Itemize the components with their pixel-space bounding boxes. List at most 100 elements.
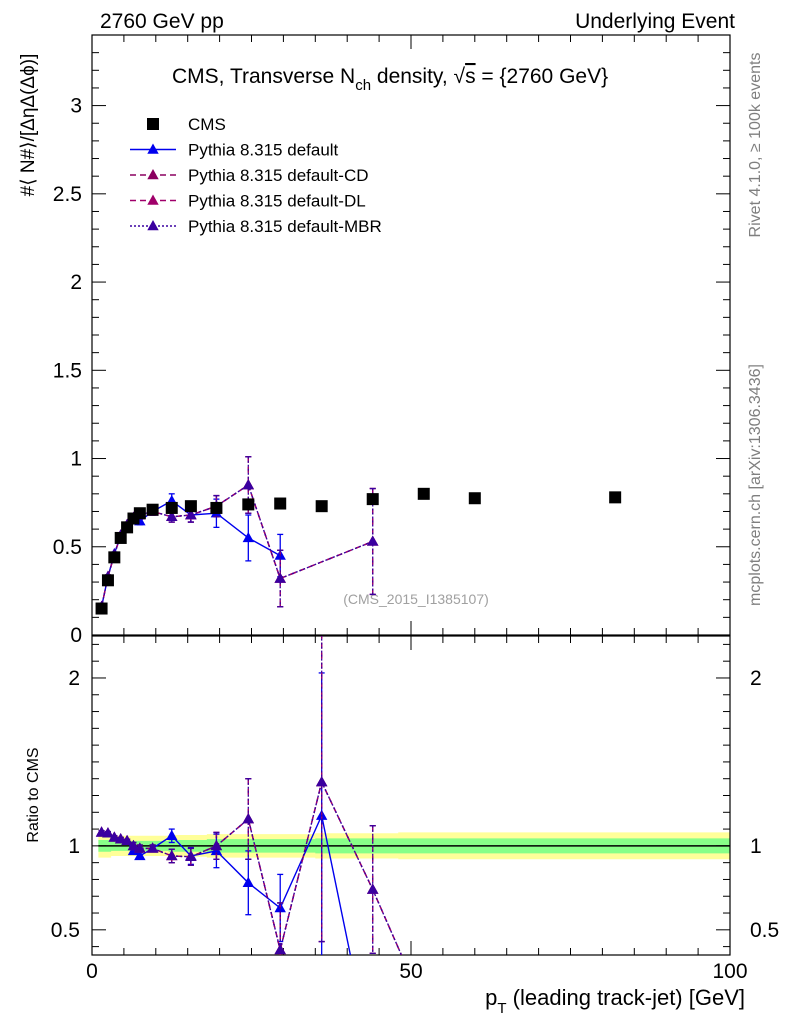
main-line-cd [100, 483, 373, 607]
legend-marker-default [147, 143, 159, 154]
legend-entry-cd: Pythia 8.315 default-CD [130, 166, 369, 185]
main-line-mbr [100, 483, 373, 607]
main-cms-point [114, 531, 127, 544]
main-cms-point [184, 500, 197, 513]
main-point-mbr [185, 509, 197, 520]
data-series [95, 456, 622, 955]
analysis-watermark: (CMS_2015_I1385107) [343, 591, 489, 607]
ratio-point-mbr [242, 813, 255, 824]
main-cms-point [95, 602, 108, 615]
chart-title-sub: ch [355, 77, 371, 94]
ratio-point-mbr [146, 842, 159, 853]
ratio-y-tick-label-right: 2 [750, 667, 762, 690]
legend-label-cd: Pythia 8.315 default-CD [188, 166, 369, 185]
main-y-axis-label: #⟨ N#⟩/[ΔηΔ(Δϕ)] [18, 54, 39, 197]
main-cms-point [242, 498, 255, 511]
main-cms-point [274, 497, 287, 510]
ratio-line-dl [101, 779, 403, 955]
main-y-tick-label: 2 [70, 271, 82, 294]
legend: CMS Pythia 8.315 default Pythia 8.315 defa… [130, 115, 382, 236]
legend-entry-dl: Pythia 8.315 default-DL [130, 192, 366, 211]
main-cms-point [417, 487, 430, 500]
main-y-tick-label: 2.5 [53, 183, 82, 206]
ratio-line-mbr [101, 779, 403, 955]
legend-entry-default: Pythia 8.315 default [130, 141, 339, 160]
x-axis-label-rest: (leading track-jet) [GeV] [507, 985, 745, 1010]
ratio-point-mbr [315, 776, 328, 787]
legend-entry-mbr: Pythia 8.315 default-MBR [130, 217, 382, 236]
main-cms-point [165, 501, 178, 514]
legend-marker-cd [147, 169, 159, 180]
main-y-tick-label: 3 [70, 95, 82, 118]
legend-marker-cms [147, 118, 159, 130]
ratio-point-mbr [121, 834, 133, 846]
ratio-point-mbr [210, 839, 223, 851]
ratio-point-mbr [274, 943, 286, 955]
rivet-label: Rivet 4.1.0, ≥ 100k events [747, 53, 764, 238]
ratio-point-mbr [367, 883, 379, 894]
main-y-tick-label: 1.5 [53, 359, 82, 382]
legend-marker-mbr [147, 220, 159, 231]
main-cms-point [133, 507, 146, 520]
main-cms-point [609, 491, 622, 504]
axis-ticks: 0 50 100 0 0.5 1 1.5 2 2.5 3 0.5 0.5 1 1 2 2 [51, 34, 779, 983]
main-series-cd [95, 456, 379, 611]
ratio-point-mbr [115, 833, 127, 844]
main-cms-point [210, 501, 223, 514]
main-point-mbr [166, 510, 178, 521]
main-series-mbr [95, 456, 379, 611]
ratio-y-tick-label-right: 0.5 [750, 919, 779, 942]
x-tick-label: 0 [86, 960, 98, 983]
ratio-point-default [242, 876, 255, 888]
chart-title-sqrt: √ [454, 65, 466, 88]
chart-title-pre: CMS, Transverse N [172, 65, 355, 88]
ratio-line-cd [101, 779, 403, 955]
ratio-series-default [95, 672, 352, 955]
legend-label-default: Pythia 8.315 default [188, 141, 339, 160]
main-y-tick-label: 1 [70, 448, 82, 471]
legend-label-dl: Pythia 8.315 default-DL [188, 192, 366, 211]
chart-title-s: s [465, 65, 476, 88]
ratio-y-tick-label: 1 [68, 835, 80, 858]
ratio-point-mbr [108, 831, 121, 842]
x-tick-label: 100 [712, 960, 747, 983]
ratio-y-axis-label: Ratio to CMS [25, 747, 42, 842]
main-cms-point [315, 500, 328, 513]
main-cms-point [366, 493, 379, 506]
chart-title: CMS, Transverse Nch density, √s = {2760 … [172, 65, 608, 94]
ratio-point-default [166, 829, 178, 840]
main-point-mbr [274, 572, 286, 583]
ratio-panel-frame [91, 635, 731, 956]
main-point-mbr [367, 535, 379, 546]
main-cms-point [101, 574, 114, 587]
ratio-series-mbr [95, 636, 403, 955]
main-y-tick-label: 0 [70, 624, 82, 647]
ratio-point-default [134, 849, 146, 861]
ratio-point-mbr [185, 850, 197, 861]
ratio-point-mbr [134, 842, 146, 853]
chart-title-post: density, [371, 65, 453, 88]
main-series-data [95, 487, 622, 615]
main-series-dl [95, 456, 379, 611]
main-line-dl [100, 483, 373, 607]
ratio-y-tick-label: 0.5 [51, 919, 80, 942]
main-y-tick-label: 0.5 [53, 536, 82, 559]
legend-label-mbr: Pythia 8.315 default-MBR [188, 217, 382, 236]
header-right: Underlying Event [575, 10, 735, 33]
legend-marker-dl [147, 194, 159, 205]
main-cms-point [468, 492, 481, 505]
ratio-y-tick-label: 2 [68, 667, 80, 690]
ratio-point-mbr [102, 827, 114, 838]
legend-label-data: CMS [188, 115, 226, 134]
x-tick-label: 50 [399, 960, 422, 983]
main-cms-point [146, 503, 159, 516]
header-left: 2760 GeV pp [100, 10, 224, 33]
mcplots-label: mcplots.cern.ch [arXiv:1306.3436] [747, 364, 764, 606]
main-point-mbr [242, 479, 255, 490]
ratio-point-mbr [127, 839, 140, 851]
ratio-y-tick-label-right: 1 [750, 835, 762, 858]
x-axis-label-sub: T [497, 1000, 506, 1017]
main-point-default [242, 531, 255, 543]
chart-title-eq: = {2760 GeV} [476, 65, 609, 88]
